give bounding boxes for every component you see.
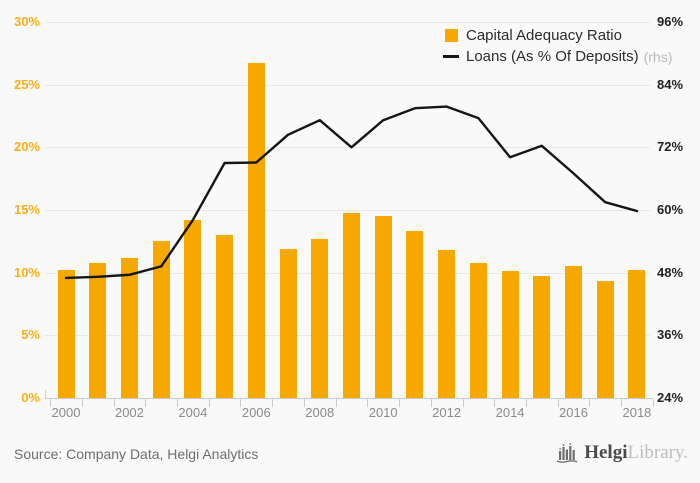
legend-rhs-note: (rhs)	[643, 48, 673, 65]
legend-bar-swatch	[441, 29, 461, 42]
grid-line	[45, 84, 650, 86]
bar-capital-adequacy	[57, 270, 75, 398]
legend-label-capital-adequacy: Capital Adequacy Ratio	[466, 27, 622, 44]
bar-capital-adequacy	[311, 238, 329, 398]
x-axis-label: 2000	[51, 405, 81, 420]
x-axis-tick	[113, 399, 115, 407]
bar-capital-adequacy	[247, 63, 265, 398]
x-axis-tick	[430, 399, 432, 407]
x-axis-label: 2006	[241, 405, 271, 420]
loans-line	[64, 105, 639, 280]
y-axis-label-right: 72%	[657, 139, 684, 155]
x-axis-tick	[557, 399, 559, 407]
logo-text-library: Library.	[627, 442, 689, 463]
x-axis-tick	[177, 399, 179, 407]
x-axis-tick	[462, 399, 464, 407]
x-axis-tick	[240, 399, 242, 407]
x-axis-tick	[525, 399, 527, 407]
y-axis-label-right: 24%	[657, 390, 684, 405]
x-axis-tick	[50, 399, 52, 407]
x-axis-tick	[272, 399, 274, 407]
x-axis-line	[45, 398, 653, 399]
bar-capital-adequacy	[216, 235, 234, 398]
x-axis-tick	[303, 399, 305, 407]
x-axis-label: 2012	[432, 405, 462, 420]
y-axis-label-left: 0%	[21, 390, 40, 405]
x-axis-tick	[589, 399, 591, 407]
legend-line-swatch	[441, 55, 461, 58]
bar-capital-adequacy	[565, 266, 583, 398]
x-axis-label: 2002	[114, 405, 144, 420]
x-axis-tick	[367, 399, 369, 407]
helgi-logo-icon	[556, 443, 578, 463]
x-axis-label: 2014	[495, 405, 525, 420]
x-axis-tick	[335, 399, 337, 407]
y-axis-label-left: 30%	[13, 14, 40, 29]
x-axis-tick	[652, 399, 654, 407]
bar-capital-adequacy	[501, 271, 519, 398]
x-axis-tick	[399, 399, 401, 407]
y-axis-label-left: 10%	[13, 264, 40, 280]
legend-item-bars: Capital Adequacy Ratio	[441, 25, 672, 46]
x-axis-tick	[494, 399, 496, 407]
y-axis-label-right: 60%	[657, 202, 684, 217]
bar-capital-adequacy	[342, 212, 360, 398]
bar-capital-adequacy	[89, 262, 107, 398]
legend-item-line: Loans (As % Of Deposits) (rhs)	[441, 46, 672, 67]
helgi-logo: Helgi Library.	[555, 441, 688, 465]
y-axis-label-right: 84%	[657, 76, 684, 92]
bar-capital-adequacy	[438, 250, 456, 398]
x-axis-tick	[81, 399, 83, 407]
bar-capital-adequacy	[184, 220, 202, 398]
x-axis-left-cap	[45, 390, 46, 398]
x-axis-tick	[621, 399, 623, 407]
y-axis-label-left: 20%	[13, 139, 40, 155]
logo-text-helgi: Helgi	[584, 442, 628, 463]
grid-line	[45, 22, 650, 23]
y-axis-label-left: 25%	[13, 76, 40, 92]
x-axis-label: 2016	[559, 405, 588, 420]
x-axis-tick	[145, 399, 147, 407]
x-axis-label: 2010	[368, 405, 398, 420]
y-axis-label-left: 5%	[21, 327, 40, 343]
y-axis-label-right: 48%	[657, 264, 684, 280]
y-axis-label-left: 15%	[13, 202, 40, 217]
bar-capital-adequacy	[120, 257, 138, 398]
legend-label-loans: Loans (As % Of Deposits)	[466, 48, 639, 65]
x-axis-tick	[208, 399, 210, 407]
bar-capital-adequacy	[406, 231, 424, 398]
bar-capital-adequacy	[469, 262, 487, 398]
x-axis-label: 2004	[178, 405, 208, 420]
source-text: Source: Company Data, Helgi Analytics	[14, 446, 259, 462]
x-axis-label: 2018	[622, 405, 652, 420]
bar-capital-adequacy	[596, 281, 614, 398]
bar-capital-adequacy	[628, 270, 646, 398]
legend: Capital Adequacy Ratio Loans (As % Of De…	[441, 25, 672, 67]
bar-capital-adequacy	[533, 276, 551, 398]
x-axis-label: 2008	[305, 405, 335, 420]
bar-capital-adequacy	[279, 248, 297, 398]
y-axis-label-right: 96%	[657, 14, 684, 29]
grid-line	[45, 147, 650, 149]
grid-line	[45, 210, 650, 211]
bar-capital-adequacy	[374, 216, 392, 398]
bar-capital-adequacy	[152, 241, 170, 398]
y-axis-label-right: 36%	[657, 327, 684, 343]
